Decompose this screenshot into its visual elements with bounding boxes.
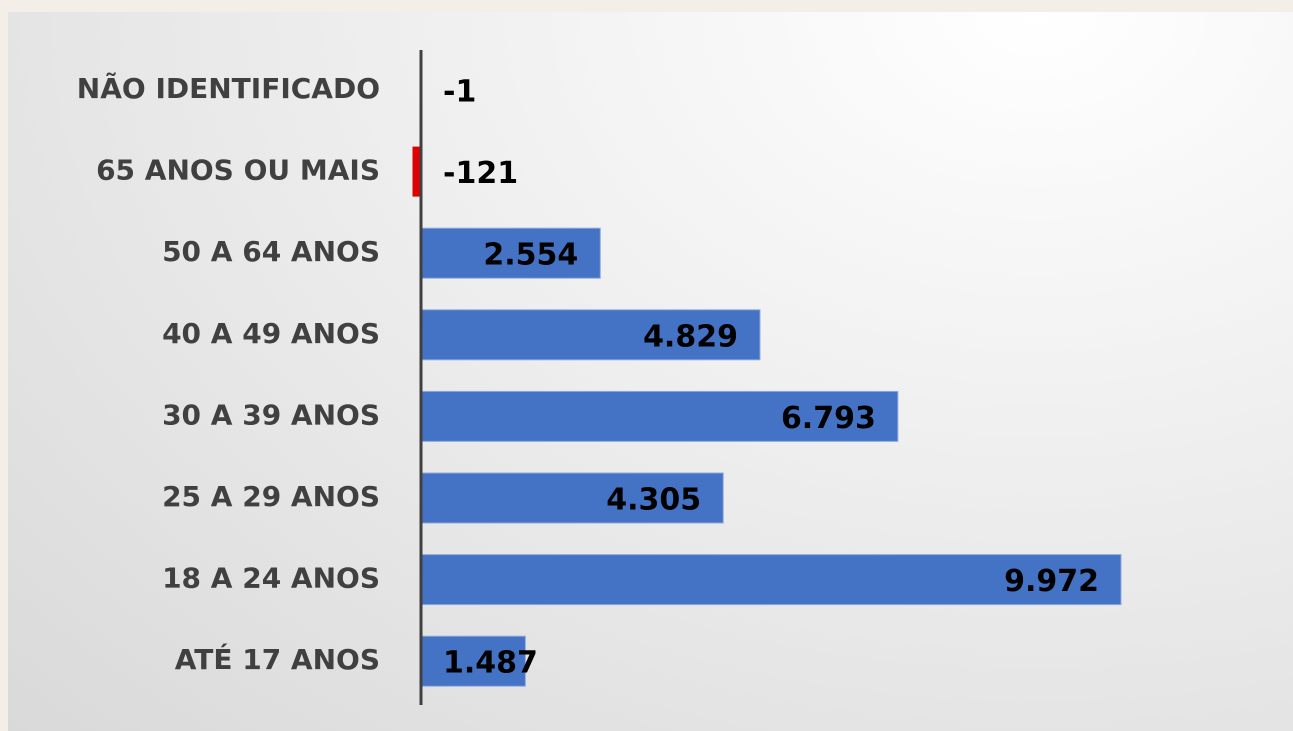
category-label: 30 A 39 ANOS	[162, 398, 380, 431]
category-label: NÃO IDENTIFICADO	[77, 71, 380, 105]
category-label: ATÉ 17 ANOS	[175, 642, 380, 676]
value-label: 4.829	[643, 319, 738, 354]
category-label: 40 A 49 ANOS	[162, 317, 380, 350]
bar	[420, 472, 724, 524]
bar	[420, 635, 526, 687]
value-label: -1	[443, 75, 476, 110]
bar	[420, 227, 601, 279]
category-label: 50 A 64 ANOS	[162, 235, 380, 268]
value-label: 9.972	[1004, 564, 1099, 599]
category-label: 25 A 29 ANOS	[162, 480, 380, 513]
value-label: 4.305	[606, 483, 701, 518]
value-label: 6.793	[781, 401, 876, 436]
value-label: -121	[443, 156, 518, 191]
bar	[420, 554, 1122, 606]
value-label: 2.554	[483, 238, 578, 273]
bar	[412, 146, 421, 197]
chart-panel	[8, 12, 1293, 731]
value-label: 1.487	[443, 646, 538, 681]
category-label: 18 A 24 ANOS	[162, 562, 380, 595]
bar	[420, 390, 899, 442]
category-label: 65 ANOS OU MAIS	[96, 154, 380, 187]
